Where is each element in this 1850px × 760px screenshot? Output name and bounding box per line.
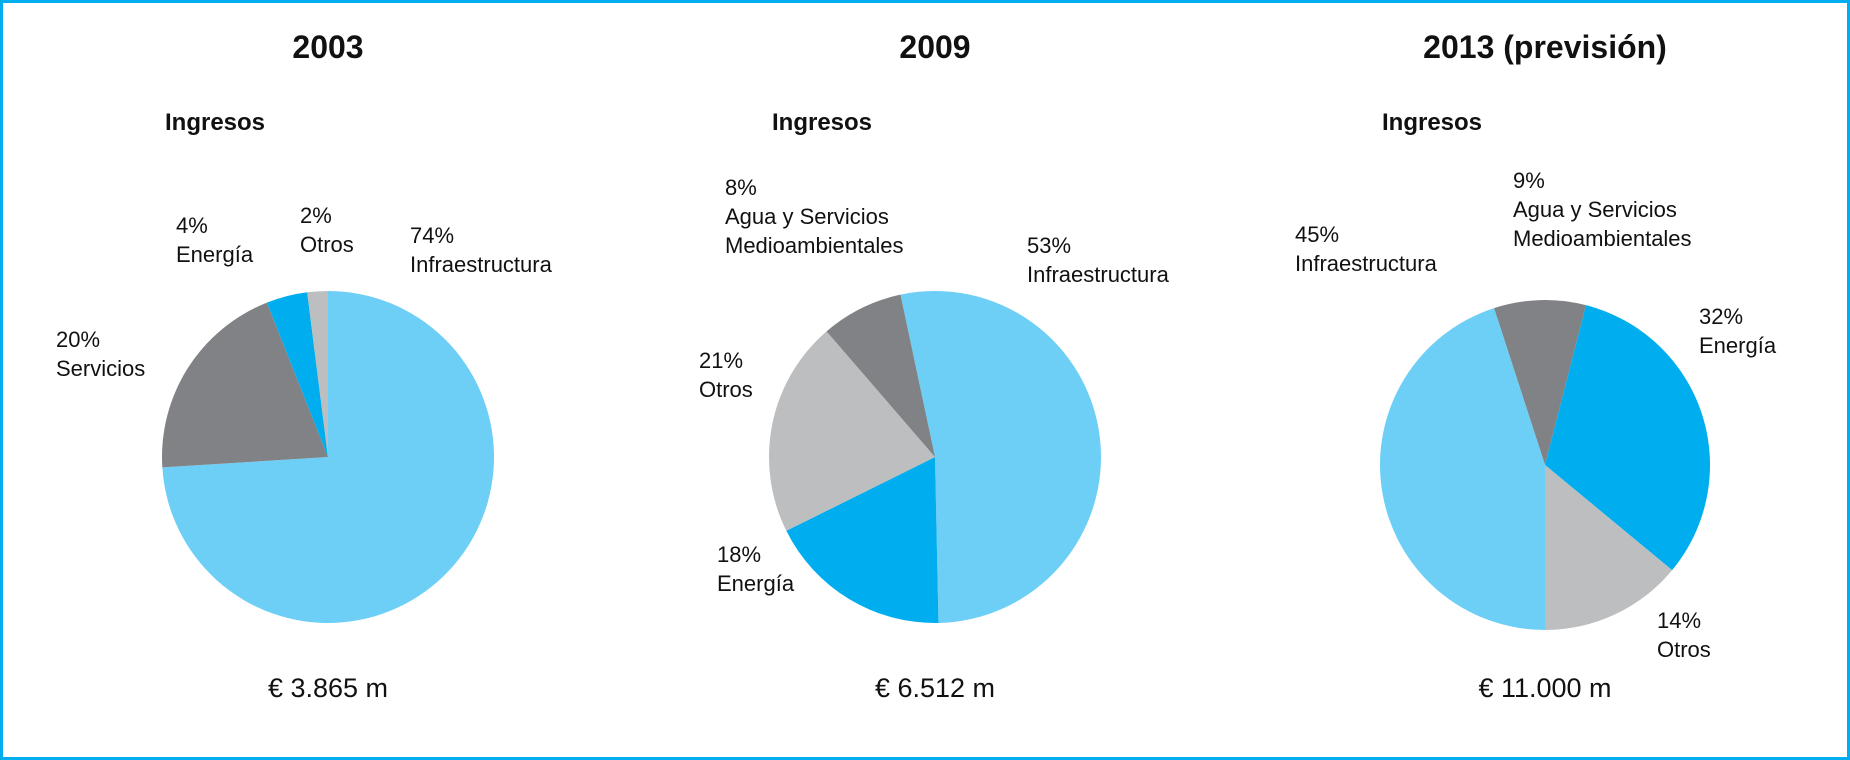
pies: [162, 290, 1710, 630]
slice-label: 21% Otros: [699, 346, 904, 404]
slice-value-label: 74%: [410, 223, 455, 248]
chart-subtitle: Ingresos: [772, 109, 873, 136]
pie-slice: [1379, 308, 1545, 630]
slice-value-label: 21%: [699, 348, 744, 373]
slice-label: 4% Energía: [176, 211, 381, 269]
slice-category-label: Infraestructura: [1295, 251, 1437, 276]
chart-total: € 11.000 m: [1478, 673, 1612, 703]
slice-value-label: 18%: [717, 542, 762, 567]
slice-category-label: Otros: [300, 232, 354, 257]
slice-category-label: Energía: [1699, 333, 1777, 358]
slice-category-label: Energía: [176, 242, 254, 267]
slice-label: 9% Agua y Servicios Medioambientales: [1513, 166, 1718, 253]
slice-category-label: Agua y Servicios Medioambientales: [725, 204, 904, 258]
chart-subtitle: Ingresos: [165, 109, 266, 136]
chart-title: 2009: [899, 29, 971, 65]
slice-value-label: 45%: [1295, 222, 1340, 247]
slice-label: 32% Energía: [1699, 302, 1850, 360]
slice-value-label: 53%: [1027, 233, 1072, 258]
slice-category-label: Energía: [717, 571, 795, 596]
slice-label: 53% Infraestructura: [1027, 231, 1232, 289]
slice-label: 18% Energía: [717, 540, 922, 598]
chart-title: 2013 (previsión): [1423, 29, 1667, 65]
pie-slice: [1494, 300, 1587, 465]
chart-subtitle: Ingresos: [1382, 109, 1483, 136]
slice-category-label: Infraestructura: [410, 252, 552, 277]
pie-slice: [307, 291, 328, 457]
slice-value-label: 32%: [1699, 304, 1744, 329]
pie-slice: [162, 302, 328, 468]
pie-slice: [826, 294, 935, 457]
slice-label: 14% Otros: [1657, 606, 1850, 664]
slice-label: 8% Agua y Servicios Medioambientales: [725, 173, 930, 260]
pie-slice: [1545, 305, 1710, 571]
slice-label: 45% Infraestructura: [1295, 220, 1500, 278]
slice-category-label: Agua y Servicios Medioambientales: [1513, 197, 1692, 251]
chart-total: € 3.865 m: [267, 673, 389, 703]
pie-slice: [786, 457, 939, 624]
pie-slice: [162, 291, 494, 624]
slice-label: 2% Otros: [300, 201, 505, 259]
slice-value-label: 9%: [1513, 168, 1545, 193]
slice-label: 74% Infraestructura: [410, 221, 615, 279]
pie-slice: [1545, 465, 1673, 630]
slice-value-label: 20%: [56, 327, 101, 352]
chart-title: 2003: [292, 29, 364, 65]
slice-value-label: 14%: [1657, 608, 1702, 633]
pie-slice: [900, 290, 1101, 623]
slice-label: 20% Servicios: [56, 325, 261, 383]
pie-slice: [266, 292, 328, 457]
slice-category-label: Servicios: [56, 356, 146, 381]
chart-total: € 6.512 m: [874, 673, 996, 703]
slice-category-label: Infraestructura: [1027, 262, 1169, 287]
slice-value-label: 8%: [725, 175, 757, 200]
slice-category-label: Otros: [1657, 637, 1711, 662]
slice-value-label: 2%: [300, 203, 332, 228]
slice-category-label: Otros: [699, 377, 753, 402]
slice-value-label: 4%: [176, 213, 208, 238]
pie-slice: [769, 331, 935, 531]
